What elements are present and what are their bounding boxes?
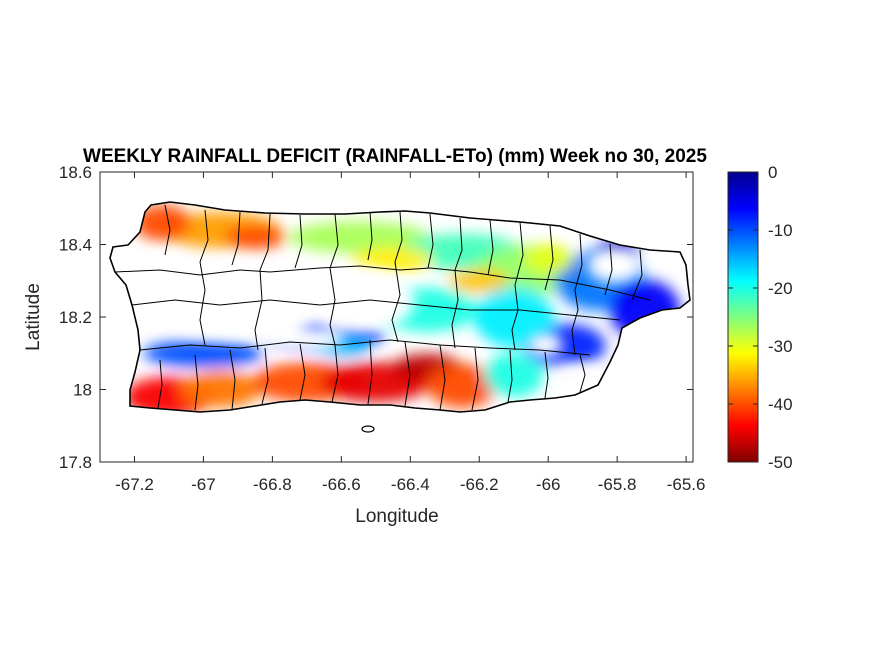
colorbar-tick-label: -40 <box>768 395 793 414</box>
deficit-cell <box>134 204 191 241</box>
municipality-boundary <box>231 211 241 266</box>
deficit-cell <box>473 287 554 347</box>
municipality-boundary <box>331 344 339 403</box>
municipality-boundary <box>294 214 303 269</box>
y-tick-label: 18.6 <box>59 163 92 182</box>
deficit-cell <box>483 353 544 397</box>
municipality-boundary <box>367 211 373 261</box>
x-axis-label: Longitude <box>355 506 438 527</box>
municipality-boundary <box>339 339 591 356</box>
municipality-boundary <box>259 213 271 271</box>
municipality-boundary <box>114 269 271 276</box>
municipality-boundary <box>164 204 171 256</box>
deficit-cell <box>143 339 264 368</box>
municipality-boundary <box>391 261 401 343</box>
colorbar-tick-label: -30 <box>768 337 793 356</box>
deficit-field <box>110 202 690 412</box>
y-axis: 17.8 18 18.2 18.4 18.6 <box>59 163 693 472</box>
colorbar-tick-label: -10 <box>768 221 793 240</box>
x-tick-label: -66.4 <box>391 475 430 494</box>
chart-title: WEEKLY RAINFALL DEFICIT (RAINFALL-ETo) (… <box>83 146 707 167</box>
y-axis-label: Latitude <box>23 283 44 351</box>
municipality-boundary <box>571 289 579 356</box>
y-tick-label: 18 <box>73 381 92 400</box>
y-tick-label: 18.4 <box>59 236 92 255</box>
colorbar <box>727 171 759 463</box>
municipality-boundary <box>394 211 403 263</box>
municipality-boundary <box>157 359 163 409</box>
municipality-boundary <box>451 269 459 349</box>
municipality-boundary <box>511 284 519 351</box>
municipality-boundary <box>329 267 336 346</box>
municipality-boundary <box>487 219 494 276</box>
municipality-boundary <box>427 213 434 269</box>
x-tick-label: -67.2 <box>115 475 154 494</box>
caja-de-muertos-island <box>361 425 375 433</box>
municipality-boundaries <box>114 204 651 411</box>
municipality-boundary <box>131 299 321 306</box>
colorbar-tick-label: -20 <box>768 279 793 298</box>
municipality-boundary <box>507 349 513 403</box>
municipality-boundary <box>439 344 446 411</box>
municipality-boundary <box>194 354 199 411</box>
x-tick-label: -67 <box>191 475 216 494</box>
colorbar-ticks: 0 -10 -20 -30 -40 -50 <box>728 163 793 472</box>
municipality-boundary <box>254 269 263 351</box>
municipality-boundary <box>319 299 621 321</box>
deficit-cell <box>180 371 261 408</box>
municipality-boundary <box>299 343 306 401</box>
x-tick-label: -65.8 <box>598 475 637 494</box>
y-tick-label: 18.2 <box>59 308 92 327</box>
deficit-cell <box>288 221 429 254</box>
municipality-boundary <box>604 243 613 296</box>
municipality-boundary <box>139 341 341 351</box>
municipality-boundary <box>429 267 651 301</box>
municipality-boundary <box>471 347 479 411</box>
deficit-cell <box>523 244 574 274</box>
municipality-boundary <box>544 351 549 399</box>
x-tick-label: -66.6 <box>322 475 361 494</box>
municipality-boundary <box>574 233 583 291</box>
municipality-boundary <box>454 217 463 271</box>
x-tick-label: -66.2 <box>460 475 499 494</box>
municipality-boundary <box>514 221 524 286</box>
municipality-boundary <box>199 261 206 346</box>
x-tick-label: -65.6 <box>667 475 706 494</box>
municipality-boundary <box>199 209 209 263</box>
colorbar-tick-label: -50 <box>768 453 793 472</box>
municipality-boundary <box>367 339 373 405</box>
x-axis: -67.2 -67 -66.8 -66.6 -66.4 -66.2 -66 -65.8 -65.… <box>115 172 705 494</box>
municipality-boundary <box>329 213 339 269</box>
municipality-boundary <box>404 341 411 407</box>
municipality-boundary <box>269 265 431 273</box>
municipality-boundary <box>261 347 269 405</box>
municipality-boundary <box>579 354 586 393</box>
deficit-cell <box>353 247 434 271</box>
municipality-boundary <box>229 349 236 411</box>
x-tick-label: -66.8 <box>253 475 292 494</box>
y-tick-label: 17.8 <box>59 453 92 472</box>
colorbar-tick-label: 0 <box>768 163 777 182</box>
deficit-cell <box>225 225 286 250</box>
deficit-cell <box>449 268 510 293</box>
municipality-boundary <box>631 249 643 301</box>
x-tick-label: -66 <box>536 475 561 494</box>
